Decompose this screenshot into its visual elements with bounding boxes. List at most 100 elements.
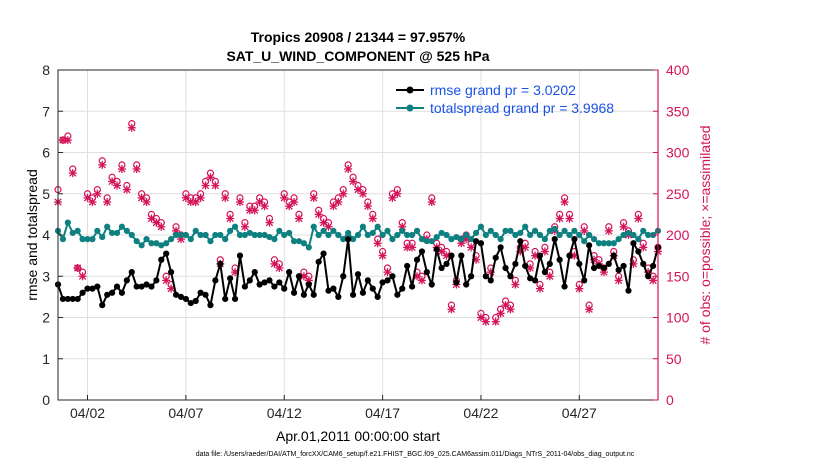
obs-assimilated-marker — [221, 193, 230, 202]
rmse-point — [413, 256, 421, 263]
spread-point — [276, 227, 283, 234]
spread-point — [222, 236, 229, 243]
obs-assimilated-marker — [314, 210, 323, 219]
y-right-tick-label: 150 — [666, 268, 690, 284]
spread-point — [394, 231, 401, 239]
y-right-tick-label: 50 — [666, 351, 682, 367]
spread-point — [463, 231, 470, 239]
rmse-point — [138, 283, 145, 290]
spread-point — [354, 231, 362, 239]
obs-assimilated-marker — [491, 317, 500, 326]
spread-point — [246, 229, 253, 237]
spread-point — [468, 236, 475, 243]
obs-assimilated-marker — [560, 198, 569, 206]
obs-assimilated-marker — [521, 243, 530, 252]
rmse-point — [561, 283, 568, 290]
y-left-tick-label: 1 — [42, 351, 50, 367]
rmse-point — [305, 281, 312, 288]
spread-point — [158, 242, 165, 249]
spread-point — [389, 236, 396, 243]
spread-point — [133, 238, 140, 245]
obs-assimilated-marker — [417, 276, 426, 285]
rmse-point — [290, 289, 298, 296]
rmse-point — [153, 277, 160, 284]
spread-point — [227, 227, 234, 234]
rmse-point — [364, 277, 371, 284]
rmse-point — [118, 289, 126, 296]
spread-point — [261, 231, 268, 239]
rmse-point — [231, 295, 239, 303]
obs-assimilated-marker — [127, 123, 136, 132]
obs-assimilated-marker — [162, 276, 171, 285]
obs-assimilated-marker — [201, 181, 210, 190]
rmse-point — [172, 291, 180, 298]
x-tick-label: 04/07 — [168, 405, 203, 421]
spread-point — [163, 240, 170, 247]
obs-assimilated-marker — [181, 193, 190, 202]
spread-point — [453, 233, 460, 241]
obs-assimilated-marker — [506, 305, 515, 314]
spread-point — [143, 236, 150, 243]
y-right-tick-label: 250 — [666, 186, 690, 202]
spread-point — [487, 227, 494, 234]
obs-assimilated-marker — [309, 193, 318, 202]
obs-assimilated-marker — [427, 198, 436, 206]
rmse-point — [630, 240, 637, 247]
spread-point — [536, 231, 544, 239]
obs-assimilated-marker — [260, 202, 269, 211]
rmse-point — [310, 291, 317, 298]
spread-point — [192, 227, 199, 234]
spread-point — [418, 236, 426, 243]
obs-assimilated-marker — [117, 165, 126, 173]
rmse-point — [605, 260, 612, 267]
spread-point — [374, 223, 381, 230]
rmse-point — [482, 273, 489, 280]
rmse-point — [428, 281, 435, 288]
spread-point — [458, 236, 465, 243]
y-right-tick-label: 100 — [666, 310, 690, 326]
rmse-point — [241, 283, 248, 290]
rmse-point — [276, 279, 283, 286]
rmse-point — [227, 275, 234, 282]
spread-point — [138, 242, 145, 249]
rmse-point — [453, 279, 460, 286]
spread-point — [472, 229, 480, 237]
rmse-point — [202, 291, 209, 298]
rmse-point — [600, 264, 608, 272]
obs-assimilated-marker — [649, 276, 658, 285]
y-left-tick-label: 5 — [42, 186, 50, 202]
spread-point — [492, 231, 499, 239]
spread-point — [413, 227, 421, 234]
rmse-point — [177, 293, 185, 300]
spread-point — [438, 229, 445, 237]
rmse-point — [610, 252, 617, 259]
rmse-point — [468, 273, 475, 280]
rmse-point — [158, 256, 165, 263]
data-file-caption: data file: /Users/raeder/DAI/ATM_forcXX/… — [195, 451, 635, 458]
rmse-point — [246, 277, 253, 284]
x-tick-label: 04/27 — [562, 405, 597, 421]
spread-point — [399, 227, 406, 234]
rmse-point — [349, 291, 357, 298]
rmse-point — [281, 285, 288, 292]
legend: rmse grand pr = 3.0202 totalspread grand … — [396, 82, 614, 116]
spread-point — [123, 227, 130, 234]
rmse-point — [512, 260, 519, 267]
rmse-point — [522, 262, 529, 270]
rmse-point — [182, 295, 189, 303]
y-right-tick-label: 300 — [666, 145, 690, 161]
rmse-point — [79, 289, 86, 296]
rmse-point — [187, 299, 194, 307]
rmse-point — [128, 269, 135, 276]
spread-point — [305, 244, 312, 251]
spread-point — [507, 227, 514, 234]
obs-assimilated-marker — [280, 193, 289, 202]
spread-point — [69, 229, 76, 237]
rmse-point — [143, 281, 150, 288]
rmse-point — [551, 236, 558, 243]
rmse-point — [531, 277, 539, 284]
y-left-tick-label: 8 — [42, 62, 50, 78]
rmse-point — [354, 271, 362, 278]
obs-assimilated-marker — [555, 214, 564, 223]
rmse-point — [345, 236, 352, 243]
